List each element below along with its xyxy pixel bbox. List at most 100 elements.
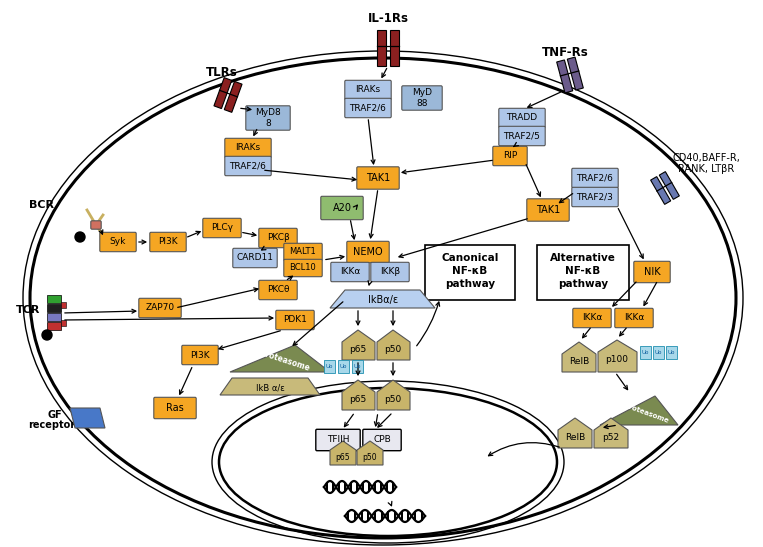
Text: TRAF2/6: TRAF2/6 — [230, 161, 266, 171]
Polygon shape — [377, 330, 410, 360]
FancyBboxPatch shape — [259, 280, 298, 300]
Bar — [659, 172, 679, 199]
Text: PKCθ: PKCθ — [267, 286, 289, 294]
Bar — [640, 346, 651, 359]
Text: Ub: Ub — [668, 350, 675, 355]
Bar — [47, 295, 61, 303]
Text: TRAF2/6: TRAF2/6 — [577, 173, 613, 183]
Text: p65: p65 — [349, 345, 367, 353]
Text: pathway: pathway — [445, 279, 495, 289]
Polygon shape — [330, 290, 435, 308]
Text: TRAF2/5: TRAF2/5 — [504, 131, 540, 141]
Text: Ub: Ub — [326, 364, 333, 369]
Text: Ub: Ub — [340, 364, 347, 369]
FancyBboxPatch shape — [139, 298, 181, 318]
Text: Proteasome: Proteasome — [259, 348, 311, 373]
Bar — [224, 82, 242, 112]
Text: MALT1: MALT1 — [290, 247, 317, 257]
Text: IkBα/ε: IkBα/ε — [368, 295, 398, 305]
Text: PLCγ: PLCγ — [211, 224, 233, 232]
Text: BCL10: BCL10 — [290, 264, 317, 272]
Text: CARD11: CARD11 — [237, 253, 273, 263]
Text: RANK, LTβR: RANK, LTβR — [678, 164, 734, 174]
Text: IRAKs: IRAKs — [356, 85, 381, 95]
Text: Canonical: Canonical — [441, 253, 499, 263]
FancyBboxPatch shape — [571, 168, 618, 188]
FancyBboxPatch shape — [331, 263, 369, 282]
Text: Ub: Ub — [655, 350, 662, 355]
Polygon shape — [342, 330, 375, 360]
Circle shape — [75, 232, 85, 242]
Polygon shape — [558, 418, 592, 448]
Text: TAK1: TAK1 — [366, 173, 390, 183]
Polygon shape — [377, 380, 410, 410]
Text: A20: A20 — [333, 203, 352, 213]
Text: CPB: CPB — [373, 435, 391, 445]
Text: TLRs: TLRs — [206, 66, 238, 79]
Text: IKKα: IKKα — [624, 313, 644, 323]
Bar — [324, 360, 335, 373]
FancyBboxPatch shape — [284, 243, 322, 261]
Polygon shape — [342, 380, 375, 410]
Text: receptors: receptors — [28, 420, 82, 430]
Text: p65: p65 — [349, 394, 367, 404]
Bar — [47, 322, 61, 330]
Bar — [214, 78, 232, 109]
Text: Ub: Ub — [354, 364, 361, 369]
FancyBboxPatch shape — [182, 345, 218, 365]
Text: Proteasome: Proteasome — [623, 402, 669, 424]
Text: Syk: Syk — [110, 237, 126, 247]
Text: NIK: NIK — [644, 267, 660, 277]
Text: PDK1: PDK1 — [283, 316, 307, 324]
Bar — [47, 304, 61, 312]
FancyBboxPatch shape — [316, 429, 360, 451]
Text: IL-1Rs: IL-1Rs — [368, 11, 408, 25]
FancyBboxPatch shape — [259, 228, 298, 248]
FancyBboxPatch shape — [634, 261, 670, 283]
FancyBboxPatch shape — [275, 310, 314, 330]
Bar — [651, 177, 671, 205]
Text: CD40,BAFF-R,: CD40,BAFF-R, — [672, 153, 740, 163]
Text: MyD8
8: MyD8 8 — [255, 108, 281, 127]
FancyBboxPatch shape — [345, 80, 391, 100]
Bar — [352, 360, 363, 373]
Bar — [666, 346, 677, 359]
Polygon shape — [230, 345, 330, 372]
Text: IKKβ: IKKβ — [380, 267, 400, 276]
Text: PI3K: PI3K — [158, 237, 178, 247]
Text: IkB α/ε: IkB α/ε — [256, 383, 285, 393]
FancyBboxPatch shape — [499, 126, 546, 146]
Text: ZAP70: ZAP70 — [146, 304, 175, 312]
Text: TFIIH: TFIIH — [327, 435, 349, 445]
FancyBboxPatch shape — [357, 167, 399, 189]
Polygon shape — [598, 340, 637, 372]
FancyBboxPatch shape — [573, 309, 611, 328]
FancyBboxPatch shape — [91, 221, 101, 229]
FancyBboxPatch shape — [154, 397, 196, 418]
FancyBboxPatch shape — [571, 187, 618, 207]
Text: TRADD: TRADD — [507, 113, 538, 123]
Circle shape — [42, 330, 52, 340]
Text: RIP: RIP — [503, 152, 517, 160]
Text: Alternative: Alternative — [550, 253, 616, 263]
Polygon shape — [600, 396, 678, 425]
Bar — [568, 57, 584, 90]
Polygon shape — [357, 441, 383, 465]
Text: TNF-Rs: TNF-Rs — [542, 45, 588, 59]
Text: IKKα: IKKα — [340, 267, 360, 276]
Bar — [338, 360, 349, 373]
Text: IKKα: IKKα — [582, 313, 602, 323]
Polygon shape — [220, 378, 320, 395]
Polygon shape — [330, 441, 356, 465]
Text: p50: p50 — [362, 452, 378, 462]
Text: Ub: Ub — [642, 350, 649, 355]
FancyBboxPatch shape — [347, 241, 389, 263]
Text: TRAF2/6: TRAF2/6 — [349, 103, 386, 113]
FancyBboxPatch shape — [345, 98, 391, 118]
Text: PI3K: PI3K — [190, 351, 210, 359]
FancyBboxPatch shape — [233, 248, 277, 267]
FancyBboxPatch shape — [225, 156, 271, 176]
Text: p52: p52 — [603, 433, 620, 441]
FancyBboxPatch shape — [246, 106, 290, 130]
Bar — [425, 245, 515, 300]
